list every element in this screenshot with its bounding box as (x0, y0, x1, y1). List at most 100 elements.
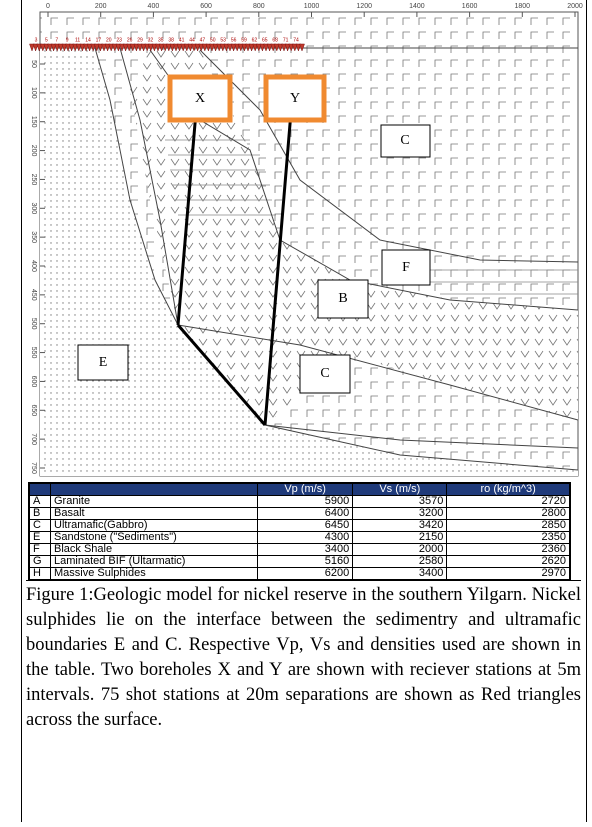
y-tick-label: 150 (30, 116, 37, 128)
y-tick-label: 550 (30, 347, 37, 359)
station-label: 32 (148, 37, 154, 43)
y-tick-label: 650 (30, 404, 37, 416)
station-label: 68 (272, 37, 278, 43)
station-label: 20 (106, 37, 112, 43)
y-tick-label: 750 (30, 462, 37, 474)
table-cell: 3400 (258, 544, 353, 556)
property-table: Vp (m/s)Vs (m/s)ro (kg/m^3)AGranite59003… (28, 482, 571, 581)
table-cell: 2620 (447, 556, 570, 568)
table-cell: B (29, 508, 51, 520)
table-cell: 6450 (258, 520, 353, 532)
table-cell: 2970 (447, 568, 570, 581)
table-cell: Basalt (51, 508, 258, 520)
header-cell: ro (kg/m^3) (447, 483, 570, 496)
page: 3579111417202326293235384144475053565962… (0, 0, 592, 827)
y-tick-label: 700 (30, 433, 37, 445)
station-label: 14 (85, 37, 91, 43)
station-label: 17 (96, 37, 102, 43)
station-label: 56 (231, 37, 237, 43)
station-label: 59 (241, 37, 247, 43)
x-tick-label: 200 (95, 3, 107, 10)
station-label: 26 (127, 37, 133, 43)
figure: 3579111417202326293235384144475053565962… (0, 0, 592, 480)
table-cell: Granite (51, 496, 258, 508)
station-label: 29 (137, 37, 143, 43)
table-cell: 3420 (353, 520, 447, 532)
region-label: F (402, 260, 410, 275)
region-label: E (99, 355, 108, 370)
station-label: 23 (116, 37, 122, 43)
header-cell: Vs (m/s) (353, 483, 447, 496)
borehole-label: X (195, 91, 205, 106)
x-tick-label: 800 (253, 3, 265, 10)
y-tick-label: 250 (30, 174, 37, 186)
station-label: 74 (293, 37, 299, 43)
table-cell: 3200 (353, 508, 447, 520)
table-cell: Ultramafic(Gabbro) (51, 520, 258, 532)
region-label: C (400, 133, 409, 148)
x-tick-label: 600 (200, 3, 212, 10)
station-label: 53 (220, 37, 226, 43)
x-tick-label: 1800 (515, 3, 531, 10)
table-cell: 2150 (353, 532, 447, 544)
table-cell: C (29, 520, 51, 532)
station-label: 38 (168, 37, 174, 43)
header-cell (51, 483, 258, 496)
station-label: 41 (179, 37, 185, 43)
x-tick-label: 1600 (462, 3, 478, 10)
x-tick-label: 0 (46, 3, 50, 10)
table-cell: F (29, 544, 51, 556)
y-tick-label: 600 (30, 376, 37, 388)
table-cell: 5900 (258, 496, 353, 508)
table-row: AGranite590035702720 (29, 496, 570, 508)
table-cell: 2800 (447, 508, 570, 520)
table-cell: 2000 (353, 544, 447, 556)
region-label: C (320, 366, 329, 381)
station-label: 71 (283, 37, 289, 43)
table-cell: 2360 (447, 544, 570, 556)
table-row: CUltramafic(Gabbro)645034202850 (29, 520, 570, 532)
station-label: 65 (262, 37, 268, 43)
header-cell: Vp (m/s) (258, 483, 353, 496)
region-label: B (338, 291, 347, 306)
x-tick-label: 1400 (409, 3, 425, 10)
y-tick-label: 500 (30, 318, 37, 330)
table-cell: 2350 (447, 532, 570, 544)
station-label: 50 (210, 37, 216, 43)
table-cell: Sandstone ("Sediments") (51, 532, 258, 544)
station-label: 35 (158, 37, 164, 43)
table-cell: 3570 (353, 496, 447, 508)
borehole-label: Y (290, 91, 300, 106)
table-cell: 2850 (447, 520, 570, 532)
table-cell: 6400 (258, 508, 353, 520)
y-tick-label: 50 (30, 60, 37, 68)
caption: Figure 1:Geologic model for nickel reser… (26, 580, 581, 733)
table-cell: H (29, 568, 51, 581)
table-cell: G (29, 556, 51, 568)
station-label: 11 (75, 37, 80, 43)
y-tick-label: 100 (30, 87, 37, 99)
x-tick-label: 1000 (304, 3, 320, 10)
table-cell: Massive Sulphides (51, 568, 258, 581)
station-label: 5 (45, 37, 48, 43)
y-tick-label: 350 (30, 231, 37, 243)
table-cell: 6200 (258, 568, 353, 581)
table-cell: Black Shale (51, 544, 258, 556)
header-cell (29, 483, 51, 496)
table-cell: 3400 (353, 568, 447, 581)
station-label: 47 (200, 37, 206, 43)
table-cell: A (29, 496, 51, 508)
station-label: 9 (66, 37, 69, 43)
table-cell: 5160 (258, 556, 353, 568)
station-label: 3 (35, 37, 38, 43)
table-cell: E (29, 532, 51, 544)
y-tick-label: 450 (30, 289, 37, 301)
station-label: 7 (55, 37, 58, 43)
table-cell: 2580 (353, 556, 447, 568)
station-label: 44 (189, 37, 195, 43)
